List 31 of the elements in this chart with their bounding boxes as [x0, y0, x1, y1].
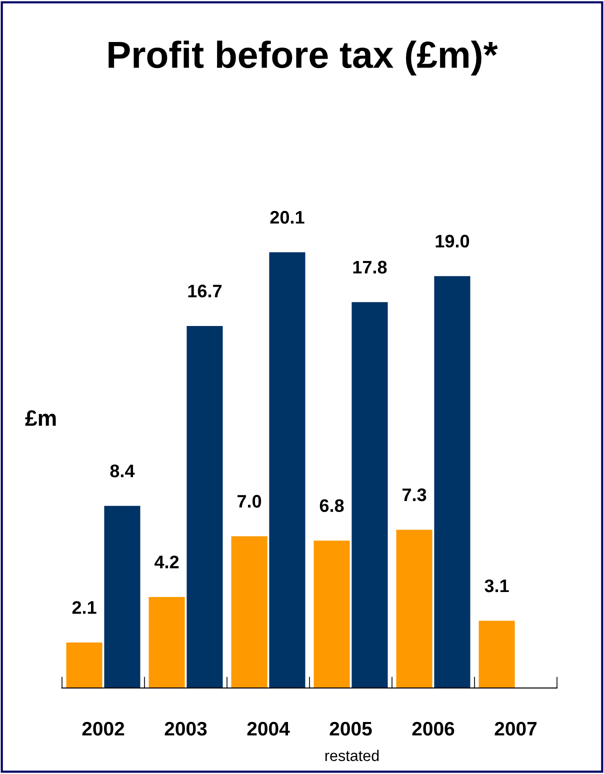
bar [231, 536, 268, 688]
bar [104, 506, 140, 688]
data-label: 7.3 [402, 488, 426, 502]
chart-title: Profit before tax (£m)* [108, 40, 498, 76]
bar [148, 596, 185, 688]
data-label: 3.1 [484, 579, 509, 592]
data-label: 6.8 [320, 499, 344, 512]
x-tick-label: 2002 [82, 722, 124, 736]
bar [186, 326, 223, 688]
x-tick-label: 2006 [412, 722, 454, 736]
bar [478, 620, 515, 688]
data-label: 4.2 [154, 556, 179, 568]
x-tick-label: 2004 [247, 722, 290, 736]
text: restated [325, 750, 379, 762]
y-axis-title: £m [25, 410, 56, 426]
x-tick-label: 2003 [164, 722, 207, 736]
data-label: 20.1 [270, 210, 304, 224]
bar [269, 252, 306, 688]
x-tick-label: 2005 [330, 722, 372, 736]
data-label: 19.0 [436, 234, 470, 248]
bar [66, 642, 102, 688]
bar [396, 530, 432, 688]
data-label: 7.0 [238, 494, 262, 508]
x-tick-label: 2007 [494, 722, 537, 736]
data-label: 8.4 [110, 464, 135, 478]
data-label: 17.8 [353, 260, 387, 274]
data-label: 16.7 [188, 284, 222, 298]
bar [352, 302, 388, 688]
data-label: 2.1 [72, 601, 96, 614]
bar [434, 276, 470, 688]
bar [314, 540, 350, 688]
